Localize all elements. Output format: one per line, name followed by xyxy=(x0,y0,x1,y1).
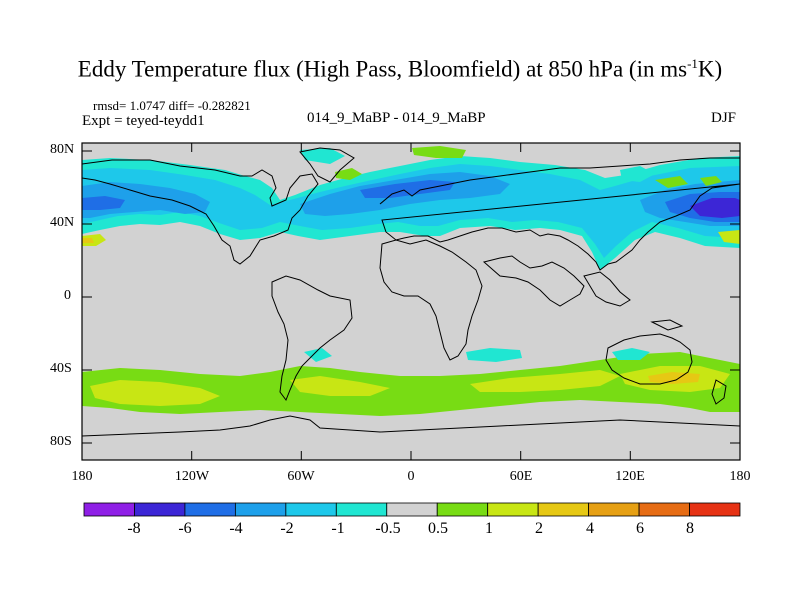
colorbar-swatch xyxy=(487,502,539,517)
lat-label-40n: 40N xyxy=(50,215,75,230)
coastline-new-guinea xyxy=(650,319,684,331)
colorbar-swatch xyxy=(537,502,590,517)
coastline-south-america xyxy=(271,275,353,402)
colorbar-label: -0.5 xyxy=(375,520,401,537)
contour-yellow-south-2 xyxy=(290,376,390,396)
contour-green-north-3 xyxy=(655,176,688,188)
coastline-eurasia xyxy=(379,157,740,271)
contour-patch-east-warm xyxy=(718,230,740,244)
lat-label-80s: 80S xyxy=(50,434,72,449)
colorbar xyxy=(83,502,741,517)
colorbar-swatch xyxy=(234,502,287,517)
title-end: K) xyxy=(697,56,723,82)
colorbar-swatch xyxy=(436,502,489,517)
colorbar-label: -1 xyxy=(331,520,345,537)
colorbar-label: -8 xyxy=(127,520,141,537)
lat-ticks xyxy=(82,150,740,444)
contour-yellow-south-3 xyxy=(470,370,620,392)
experiment-label: Expt = teyed-teydd1 xyxy=(82,113,205,129)
coastline-north-america xyxy=(82,159,319,265)
lon-label-120e: 120E xyxy=(615,469,645,484)
rmsd-label: rmsd= 1.0747 diff= -0.282821 xyxy=(93,98,251,113)
colorbar-swatch xyxy=(134,502,186,517)
colorbar-label: 1 xyxy=(485,520,493,537)
colorbar-swatch xyxy=(588,502,640,517)
colorbar-label: -2 xyxy=(280,520,294,537)
colorbar-label: -6 xyxy=(178,520,192,537)
lon-label-60w: 60W xyxy=(287,469,315,484)
lon-ticks xyxy=(191,143,631,460)
colorbar-label: 2 xyxy=(535,520,543,537)
colorbar-label: 8 xyxy=(686,520,694,537)
contour-violet-pacific-core xyxy=(690,198,740,218)
lon-label-0: 0 xyxy=(407,469,415,484)
lon-label-180e: 180 xyxy=(729,469,751,484)
contour-cyan-south-3 xyxy=(304,348,332,362)
contour-deep-blue-atlantic xyxy=(360,180,455,198)
contour-blue-pacific-west xyxy=(82,182,210,218)
contour-patch-asia xyxy=(620,166,655,182)
contour-green-north-2 xyxy=(335,168,362,180)
colorbar-swatch xyxy=(335,502,388,517)
coastlines xyxy=(82,147,740,437)
southern-flux-band xyxy=(82,348,740,416)
coastline-antarctica xyxy=(82,415,740,437)
lat-label-0: 0 xyxy=(64,288,71,303)
contour-cyan-south-1 xyxy=(466,348,522,362)
colorbar-label: 6 xyxy=(636,520,644,537)
colorbar-swatch xyxy=(184,502,236,517)
coastline-africa xyxy=(379,239,483,361)
colorbar-swatch xyxy=(638,502,690,517)
contour-green-south xyxy=(82,352,740,416)
season-label: DJF xyxy=(711,110,737,126)
comparison-label: 014_9_MaBP - 014_9_MaBP xyxy=(307,110,486,126)
lat-label-80n: 80N xyxy=(50,142,75,157)
colorbar-swatch xyxy=(386,502,438,517)
contour-patch-west-warm-inner xyxy=(82,238,94,243)
contour-orange-south xyxy=(648,372,700,384)
coastline-greenland xyxy=(299,147,355,183)
contour-lightblue-north xyxy=(82,164,740,258)
contour-cyan-south-2 xyxy=(612,348,650,360)
coastline-southeast-asia xyxy=(583,271,631,307)
colorbar-label: -4 xyxy=(229,520,243,537)
contour-yellow-south-1 xyxy=(90,380,220,406)
contour-green-north-4 xyxy=(700,176,722,186)
colorbar-label: 0.5 xyxy=(428,520,448,537)
coastline-arabia-india xyxy=(482,255,585,307)
plot-title: Eddy Temperature flux (High Pass, Bloomf… xyxy=(0,56,800,83)
lat-label-40s: 40S xyxy=(50,361,72,376)
contour-green-north-1 xyxy=(412,146,466,158)
contour-patch-greenland xyxy=(300,148,345,164)
colorbar-swatch xyxy=(285,502,337,517)
contour-deep-blue-pacific-west xyxy=(82,196,125,210)
colorbar-swatch xyxy=(689,502,741,517)
coastline-new-zealand xyxy=(711,379,727,405)
colorbar-swatch xyxy=(83,502,135,517)
lon-label-180w: 180 xyxy=(71,469,93,484)
title-superscript: -1 xyxy=(687,56,698,71)
coastline-australia xyxy=(605,333,693,385)
lon-label-60e: 60E xyxy=(509,469,533,484)
colorbar-label: 4 xyxy=(586,520,594,537)
title-main: Eddy Temperature flux (High Pass, Bloomf… xyxy=(77,56,688,82)
lon-label-120w: 120W xyxy=(174,469,210,484)
map-panel xyxy=(82,143,740,460)
